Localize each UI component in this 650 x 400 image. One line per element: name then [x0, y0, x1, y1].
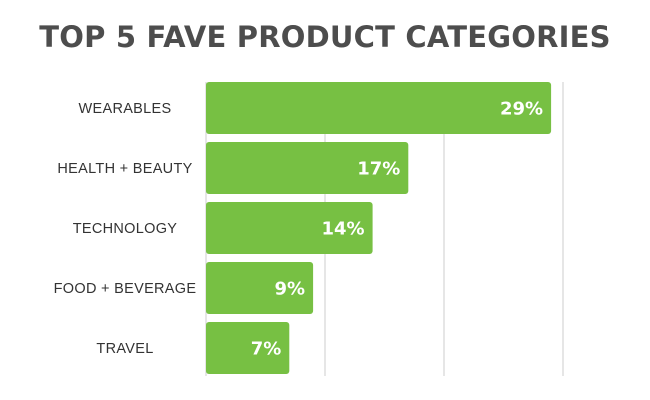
value-label: 9%: [275, 279, 306, 300]
bar-technology: [206, 202, 373, 254]
bar-travel: [206, 322, 290, 374]
value-label: 7%: [251, 339, 282, 360]
bar-health-beauty: [206, 142, 409, 194]
value-label: 17%: [357, 159, 400, 180]
value-label: 29%: [500, 99, 543, 120]
chart-title: TOP 5 FAVE PRODUCT CATEGORIES: [39, 20, 611, 54]
bars: [206, 82, 552, 374]
bar-food-beverage: [206, 262, 314, 314]
bar-wearables: [206, 82, 552, 134]
category-label: TRAVEL: [96, 341, 153, 357]
value-labels: 29% 17% 14% 9% 7%: [251, 99, 543, 360]
category-label: TECHNOLOGY: [73, 221, 178, 237]
value-label: 14%: [322, 219, 365, 240]
category-label: WEARABLES: [79, 101, 172, 117]
category-label: HEALTH + BEAUTY: [57, 161, 192, 177]
category-label: FOOD + BEVERAGE: [54, 281, 197, 297]
category-labels: WEARABLES HEALTH + BEAUTY TECHNOLOGY FOOD +…: [54, 101, 197, 357]
